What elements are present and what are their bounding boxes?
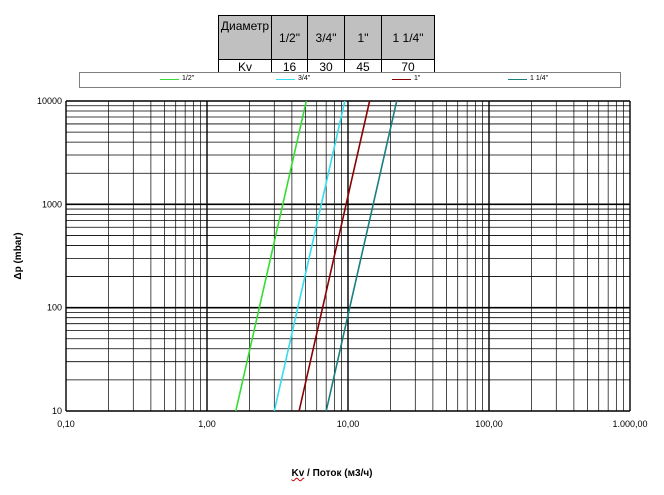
chart-grid (65, 100, 631, 412)
y-tick-label: 10 (52, 406, 62, 416)
x-axis-title-kv: Kv (291, 468, 305, 479)
kv-table-header-row: Диаметр 1/2" 3/4" 1" 1 1/4" (218, 15, 435, 60)
legend-swatch (160, 79, 179, 80)
legend-label: 1" (414, 75, 421, 82)
x-axis-title-rest: / Поток (м3/ч) (304, 468, 373, 479)
legend-swatch (392, 79, 411, 80)
legend-label: 3/4" (298, 75, 311, 82)
kv-row-label: Kv (218, 59, 272, 75)
legend-swatch (276, 79, 295, 80)
kv-value-cell: 16 (271, 59, 308, 75)
y-axis-title: Δp (mbar) (13, 232, 24, 279)
series-line (325, 100, 398, 412)
y-tick-label: 10000 (37, 96, 62, 106)
x-tick-label: 10,00 (337, 419, 360, 429)
kv-value-cell: 70 (381, 59, 435, 75)
diameter-cell: 1 1/4" (381, 15, 435, 60)
series-line (273, 100, 346, 412)
legend-label: 1 1/4" (530, 75, 549, 82)
x-tick-label: 1.000,00 (612, 419, 647, 429)
y-tick-label: 1000 (42, 199, 62, 209)
series-line (235, 100, 308, 412)
chart-legend: 1/2" 3/4" 1" 1 1/4" (79, 72, 621, 88)
x-tick-label: 1,00 (198, 419, 216, 429)
diameter-label: Диаметр (218, 15, 272, 60)
x-axis-title: Kv / Поток (м3/ч) (0, 468, 664, 479)
kv-value-cell: 30 (307, 59, 345, 75)
kv-table-values-row: Kv 16 30 45 70 (218, 59, 435, 75)
chart-ticks: 0,10 1,00 10,00 100,00 1.000,00 10 100 1000 1000… (37, 96, 648, 429)
kv-label-text: Kv (237, 60, 252, 74)
x-tick-label: 100,00 (475, 419, 503, 429)
y-tick-label: 100 (47, 303, 62, 313)
legend-swatch (508, 79, 527, 80)
x-tick-label: 0,10 (57, 419, 75, 429)
chart-series (235, 100, 398, 412)
series-line (298, 100, 371, 412)
kv-table: Диаметр 1/2" 3/4" 1" 1 1/4" Kv 16 30 45 … (218, 15, 435, 75)
legend-label: 1/2" (182, 75, 195, 82)
